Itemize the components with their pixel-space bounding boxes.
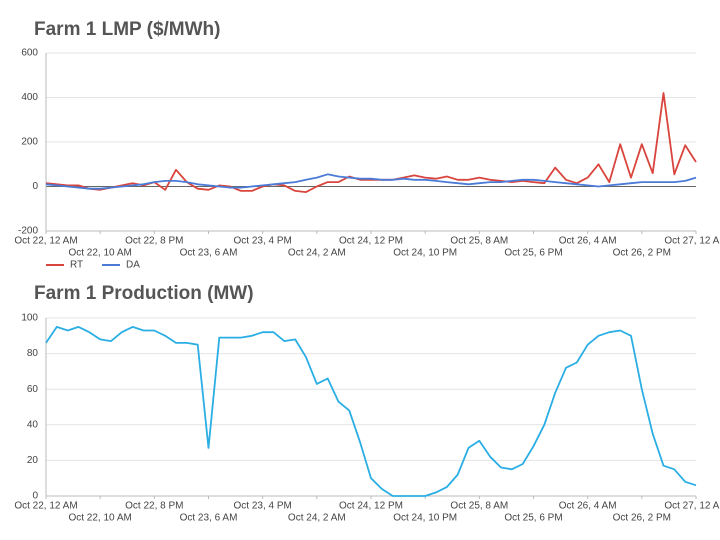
x-tick-label: Oct 24, 2 AM (288, 248, 346, 259)
chart-title: Farm 1 LMP ($/MWh) (34, 19, 221, 40)
x-tick-label: Oct 24, 10 PM (393, 248, 457, 259)
x-tick-label: Oct 23, 6 AM (180, 248, 238, 259)
x-tick-label: Oct 24, 2 AM (288, 513, 346, 524)
x-tick-label: Oct 26, 4 AM (559, 501, 617, 512)
series-line (45, 173, 697, 190)
y-tick-label: 0 (32, 491, 38, 502)
x-tick-label: Oct 24, 12 PM (339, 236, 403, 247)
legend-label: DA (126, 260, 140, 271)
x-tick-label: Oct 22, 10 AM (68, 513, 131, 524)
x-tick-label: Oct 23, 4 PM (233, 236, 291, 247)
x-tick-label: Oct 25, 8 AM (450, 501, 508, 512)
x-tick-label: Oct 23, 6 AM (180, 513, 238, 524)
y-tick-label: 20 (27, 455, 39, 466)
chart-title: Farm 1 Production (MW) (34, 283, 254, 304)
y-tick-label: 600 (21, 48, 38, 59)
x-tick-label: Oct 22, 10 AM (68, 248, 131, 259)
x-tick-label: Oct 24, 12 PM (339, 501, 403, 512)
x-tick-label: Oct 24, 10 PM (393, 513, 457, 524)
series-line (45, 326, 697, 497)
y-tick-label: 400 (21, 92, 38, 103)
y-tick-label: -200 (18, 226, 38, 237)
y-tick-label: 60 (27, 384, 39, 395)
x-tick-label: Oct 27, 12 AM (664, 236, 720, 247)
series-line (45, 92, 697, 193)
x-tick-label: Oct 26, 2 PM (613, 248, 671, 259)
y-tick-label: 200 (21, 137, 38, 148)
x-tick-label: Oct 22, 8 PM (125, 501, 183, 512)
y-tick-label: 40 (27, 419, 39, 430)
x-tick-label: Oct 22, 12 AM (14, 236, 77, 247)
x-tick-label: Oct 25, 6 PM (504, 513, 562, 524)
y-tick-label: 0 (32, 181, 38, 192)
x-tick-label: Oct 25, 6 PM (504, 248, 562, 259)
x-tick-label: Oct 26, 2 PM (613, 513, 671, 524)
x-tick-label: Oct 25, 8 AM (450, 236, 508, 247)
x-tick-label: Oct 22, 12 AM (14, 501, 77, 512)
y-tick-label: 100 (21, 313, 38, 324)
y-tick-label: 80 (27, 348, 39, 359)
x-tick-label: Oct 22, 8 PM (125, 236, 183, 247)
x-tick-label: Oct 27, 12 AM (664, 501, 720, 512)
x-tick-label: Oct 26, 4 AM (559, 236, 617, 247)
x-tick-label: Oct 23, 4 PM (233, 501, 291, 512)
legend-label: RT (70, 260, 83, 271)
